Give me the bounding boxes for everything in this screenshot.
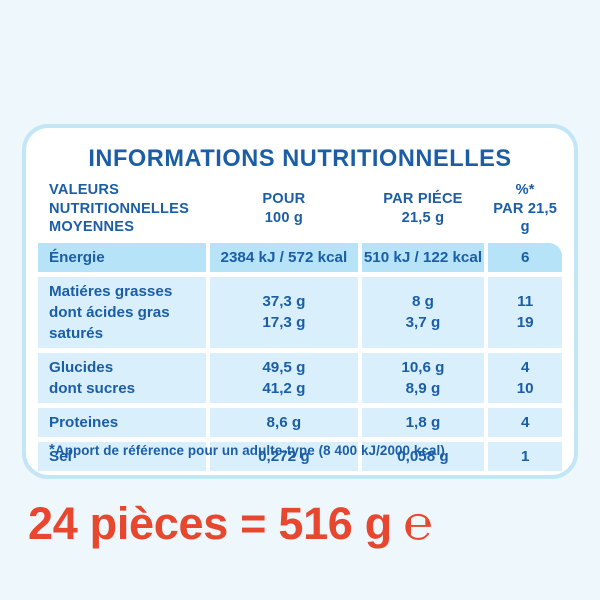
row-pour-line1: 8,6 g — [266, 413, 302, 431]
row-piece-line1: 8 g — [411, 293, 434, 310]
header-label-line2: MOYENNES — [49, 219, 135, 235]
header-cell-pour: POUR 100 g — [210, 178, 357, 243]
page-title: INFORMATIONS NUTRITIONNELLES — [88, 145, 512, 172]
row-value-percent: 1 — [488, 441, 562, 471]
header-piece-line1: PAR PIÉCE — [383, 191, 463, 208]
row-value-pour: 0,272 g — [210, 441, 358, 471]
row-label: Proteines — [38, 407, 207, 437]
row-value-piece: 10,6 g 8,9 g — [361, 352, 485, 403]
row-pct-line2: 10 — [516, 379, 534, 397]
row-pour-line1: 37,3 g — [262, 293, 306, 310]
row-value-piece: 8 g 3,7 g — [361, 276, 485, 348]
row-value-piece: 1,8 g — [361, 407, 485, 437]
row-pour-line2: 17,3 g — [262, 314, 306, 331]
row-piece-line2: 3,7 g — [405, 314, 441, 331]
footnote-asterisk: * — [49, 441, 55, 458]
table-row: Proteines 8,6 g 1,8 g 4 — [38, 407, 562, 437]
row-label: Glucides dont sucres — [38, 352, 207, 403]
quantity-statement: 24 pièces = 516 g ℮ — [28, 495, 433, 550]
row-value-percent: 11 19 — [488, 276, 562, 348]
row-pour-line1: 0,272 g — [258, 447, 310, 465]
row-label-line1: Sel — [49, 447, 72, 465]
row-piece-line2: 8,9 g — [405, 379, 441, 397]
row-piece-line1: 10,6 g — [401, 358, 445, 376]
row-piece-line1: 0,058 g — [397, 447, 449, 465]
header-pour-line2: 100 g — [264, 209, 304, 226]
row-label: Matiéres grasses dont ácides gras saturé… — [38, 276, 207, 348]
row-label-line1: Glucides — [49, 358, 114, 376]
table-row: Glucides dont sucres 49,5 g 41,2 g 10,6 … — [38, 352, 562, 403]
row-pour-line2: 41,2 g — [262, 379, 306, 397]
row-label-line1: Proteines — [49, 413, 119, 431]
table-header-row: VALEURS NUTRITIONNELLES MOYENNES POUR 10… — [38, 178, 562, 243]
row-value-pour: 37,3 g 17,3 g — [210, 276, 358, 348]
header-piece-line2: 21,5 g — [401, 209, 445, 226]
row-label: Sel — [38, 441, 207, 471]
quantity-text: 24 pièces = 516 g — [28, 498, 392, 549]
header-cell-label: VALEURS NUTRITIONNELLES MOYENNES — [38, 178, 206, 243]
footnote-text: Apport de référence pour un adulte-type … — [54, 443, 445, 458]
row-value-percent: 4 10 — [488, 352, 562, 403]
row-value-percent: 6 — [488, 242, 562, 272]
header-pct-line1: %* — [515, 182, 535, 198]
row-value-piece: 510 kJ / 122 kcal — [361, 242, 485, 272]
table-row: Énergie 2384 kJ / 572 kcal 510 kJ / 122 … — [38, 242, 562, 272]
row-piece-line1: 510 kJ / 122 kcal — [363, 248, 483, 266]
row-label-line1: Matiéres grasses — [49, 282, 173, 300]
estimated-sign-icon: ℮ — [403, 496, 433, 549]
row-pct-line1: 1 — [520, 447, 530, 465]
row-value-pour: 49,5 g 41,2 g — [210, 352, 358, 403]
nutrition-card: INFORMATIONS NUTRITIONNELLES VALEURS NUT… — [22, 124, 578, 479]
table-row: Sel 0,272 g 0,058 g 1 — [38, 441, 562, 471]
row-label-line1: Énergie — [49, 248, 105, 266]
row-pct-line1: 11 — [517, 293, 534, 310]
row-pct-line1: 4 — [520, 413, 530, 431]
row-piece-line1: 1,8 g — [405, 413, 441, 431]
row-pct-line1: 4 — [520, 358, 530, 376]
header-pour-line1: POUR — [262, 191, 306, 208]
row-pour-line1: 2384 kJ / 572 kcal — [220, 248, 348, 266]
header-pct-line2: PAR 21,5 g — [493, 200, 558, 236]
row-value-pour: 8,6 g — [210, 407, 358, 437]
row-pct-line2: 19 — [516, 314, 534, 331]
row-label-line2: dont ácides gras saturés — [49, 303, 170, 342]
row-value-pour: 2384 kJ / 572 kcal — [210, 242, 358, 272]
row-pct-line1: 6 — [520, 248, 530, 266]
row-label-line2: dont sucres — [49, 379, 136, 397]
row-value-piece: 0,058 g — [361, 441, 485, 471]
header-cell-percent: %* PAR 21,5 g — [488, 178, 562, 243]
header-label-line1: VALEURS NUTRITIONNELLES — [49, 182, 190, 217]
header-cell-piece: PAR PIÉCE 21,5 g — [362, 178, 485, 243]
table-row: Matiéres grasses dont ácides gras saturé… — [38, 276, 562, 348]
row-label: Énergie — [38, 242, 207, 272]
row-value-percent: 4 — [488, 407, 562, 437]
row-pour-line1: 49,5 g — [262, 358, 306, 376]
nutrition-table: VALEURS NUTRITIONNELLES MOYENNES POUR 10… — [26, 178, 574, 471]
footnote: *Apport de référence pour un adulte-type… — [49, 441, 445, 458]
